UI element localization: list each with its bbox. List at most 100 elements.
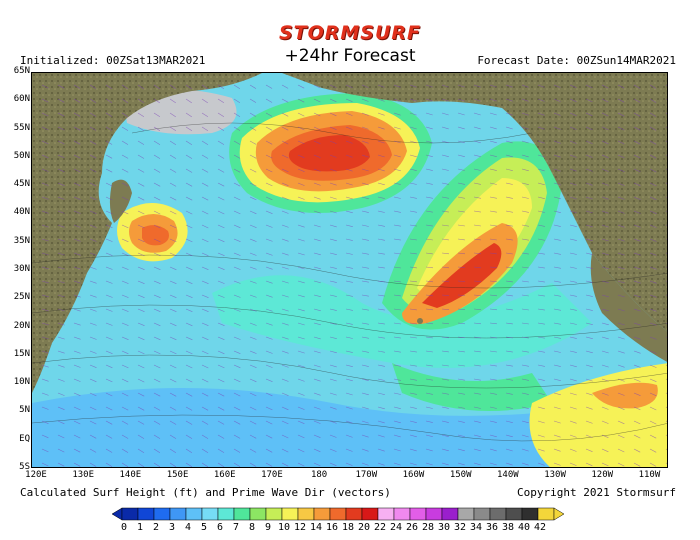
wave-vector: [633, 392, 641, 396]
wave-vector: [617, 448, 625, 453]
wave-vector: [601, 350, 609, 354]
wave-vector: [601, 448, 609, 453]
wave-vector: [585, 168, 593, 172]
wave-vector: [601, 294, 609, 298]
wave-vector: [457, 224, 465, 227]
wave-vector: [313, 364, 321, 368]
wave-vector: [489, 252, 497, 255]
wave-vector: [265, 336, 273, 340]
wave-vector: [489, 322, 497, 325]
wave-vector: [233, 140, 241, 145]
wave-vector: [233, 168, 241, 173]
wave-vector: [201, 308, 209, 312]
scale-swatch: [313, 507, 331, 521]
wave-vector: [121, 98, 129, 104]
wave-vector: [137, 140, 145, 145]
wave-vector: [521, 308, 529, 311]
wave-vector: [393, 98, 401, 102]
wave-vector: [457, 266, 466, 268]
wave-vector: [425, 406, 433, 409]
wave-vector: [473, 378, 481, 381]
wave-vector: [521, 364, 529, 367]
wave-vector: [217, 210, 225, 215]
wave-vector: [377, 364, 385, 367]
wave-vector: [153, 238, 161, 243]
wave-vector: [329, 322, 337, 325]
wave-vector: [137, 392, 145, 397]
wave-vector: [553, 392, 561, 396]
wave-vector: [265, 280, 273, 284]
wave-vector: [201, 294, 209, 298]
wave-vector: [233, 112, 241, 117]
wave-vector: [297, 126, 305, 131]
wave-vector: [489, 84, 497, 88]
wave-vector: [457, 238, 465, 241]
scale-label: 14: [310, 522, 322, 533]
wave-vector: [329, 154, 337, 158]
wave-vector: [73, 462, 81, 467]
wave-vector: [73, 182, 81, 187]
wave-vector: [425, 280, 434, 283]
scale-swatch: [345, 507, 363, 521]
wave-vector: [345, 112, 353, 116]
wave-vector: [137, 154, 145, 159]
wave-vector: [137, 112, 145, 118]
wave-vector: [409, 210, 417, 213]
wave-vector: [409, 168, 417, 171]
wave-vector: [521, 168, 529, 172]
wave-vector: [633, 196, 641, 200]
wave-vector: [601, 266, 609, 270]
wave-vector: [249, 308, 257, 312]
wave-vector: [393, 196, 401, 199]
wave-vector: [441, 210, 449, 213]
wave-vector: [425, 434, 433, 437]
wave-vector: [41, 322, 49, 326]
wave-vector: [617, 434, 625, 439]
wave-vector: [217, 154, 225, 159]
wave-vector: [297, 210, 305, 214]
wave-vector: [649, 182, 657, 187]
wave-vector: [361, 308, 369, 311]
wave-vector: [585, 98, 593, 103]
wave-vector: [537, 112, 545, 116]
wave-vector: [537, 364, 545, 367]
wave-vector: [329, 84, 337, 89]
wave-vector: [393, 168, 401, 172]
wave-vector: [233, 434, 241, 439]
wave-vector: [265, 434, 273, 439]
wave-vector: [569, 140, 577, 144]
wave-zone-southeast-orange: [592, 382, 658, 409]
wave-zone-green-south: [392, 363, 552, 411]
wave-vector: [489, 392, 497, 395]
wave-vector: [57, 140, 65, 145]
wave-vector: [233, 210, 241, 215]
wave-vector: [409, 154, 417, 158]
wave-vector: [201, 182, 209, 187]
wave-vector: [73, 238, 81, 242]
wave-vector: [73, 98, 81, 103]
lon-label: 160E: [213, 470, 236, 480]
wave-vector: [233, 182, 241, 187]
wave-vector: [297, 168, 305, 172]
wave-vector: [137, 462, 145, 467]
wave-vector: [521, 420, 529, 424]
wave-vector: [377, 406, 385, 410]
wave-vector: [521, 140, 529, 144]
wave-vector: [601, 336, 609, 340]
wave-vector: [633, 462, 641, 467]
wave-vector: [153, 84, 160, 90]
wave-vector: [233, 294, 241, 298]
wave-vector: [585, 462, 593, 467]
wave-vector: [233, 350, 241, 354]
wave-vector: [425, 448, 433, 452]
wave-vector: [329, 462, 337, 466]
wave-vector: [569, 266, 577, 269]
wave-vector: [377, 84, 385, 88]
wave-vectors: [41, 84, 667, 467]
wave-vector: [649, 140, 657, 145]
scale-swatch: [185, 507, 203, 521]
wave-vector: [393, 364, 401, 367]
wave-vector: [41, 378, 49, 382]
wave-vector: [217, 350, 225, 355]
wave-vector: [553, 182, 561, 186]
